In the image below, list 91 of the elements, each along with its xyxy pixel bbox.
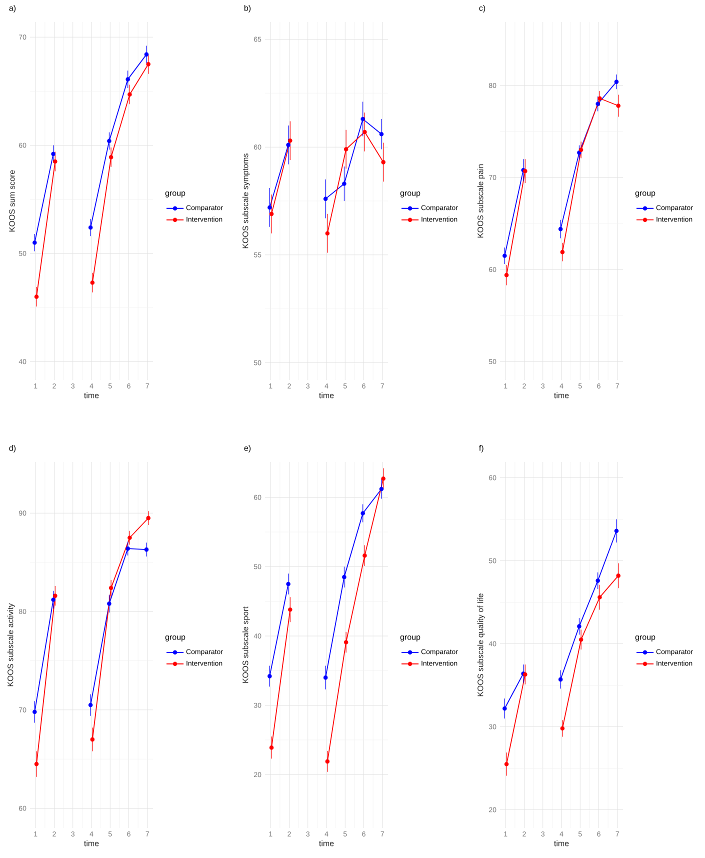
point <box>504 762 509 766</box>
legend-title: group <box>165 192 186 198</box>
point <box>126 546 130 551</box>
point <box>34 294 39 299</box>
point <box>342 574 346 580</box>
point <box>325 759 330 764</box>
point <box>379 132 384 136</box>
point <box>616 104 620 108</box>
point <box>379 486 384 492</box>
point <box>362 130 367 134</box>
point <box>323 675 328 680</box>
point <box>344 147 348 152</box>
point <box>107 602 112 606</box>
chart-title: d) <box>9 445 16 452</box>
point <box>32 240 37 245</box>
point <box>578 148 584 152</box>
point <box>598 595 602 600</box>
point <box>288 607 292 612</box>
y-axis-title: KOOS subscale symptoms <box>242 153 250 248</box>
x-axis-title: time <box>554 840 569 846</box>
chart-title: c) <box>479 4 486 12</box>
legend-title: group <box>400 636 420 642</box>
point <box>344 640 348 644</box>
point <box>381 476 386 481</box>
point <box>53 159 58 164</box>
point <box>146 516 150 520</box>
point <box>268 205 272 210</box>
point <box>598 96 602 101</box>
point <box>325 231 330 236</box>
point <box>126 77 130 82</box>
point <box>144 547 149 552</box>
x-axis-title: time <box>554 392 569 398</box>
point <box>558 677 563 682</box>
point <box>269 745 274 750</box>
legend-title: group <box>165 636 186 642</box>
point <box>107 138 112 144</box>
point <box>323 196 328 201</box>
x-axis-title: time <box>84 840 99 846</box>
point <box>53 594 58 598</box>
point <box>90 737 95 742</box>
point <box>88 225 93 230</box>
point <box>286 142 290 148</box>
point <box>578 637 584 642</box>
point <box>90 280 95 285</box>
point <box>381 160 386 164</box>
point <box>558 226 563 232</box>
point <box>34 762 39 766</box>
chart-title: f) <box>479 445 484 452</box>
y-axis-title: KOOS sum score <box>9 170 15 232</box>
point <box>108 155 114 160</box>
x-axis-title: time <box>319 840 334 846</box>
point <box>502 254 507 258</box>
point <box>560 726 565 731</box>
point <box>616 574 620 578</box>
point <box>146 62 150 66</box>
legend-title: group <box>635 192 656 198</box>
point <box>144 52 149 57</box>
point <box>269 212 274 216</box>
point <box>288 138 292 143</box>
point <box>128 92 132 97</box>
point <box>342 182 346 186</box>
point <box>362 553 367 558</box>
point <box>128 536 132 540</box>
y-axis-title: KOOS subscale activity <box>7 603 15 686</box>
legend-title: group <box>635 636 656 642</box>
point <box>51 598 56 602</box>
y-axis-title: KOOS subscale pain <box>477 164 485 238</box>
point <box>360 511 365 516</box>
point <box>596 102 600 106</box>
point <box>504 272 509 278</box>
point <box>614 80 619 84</box>
point <box>51 152 56 156</box>
point <box>502 706 507 711</box>
point <box>560 250 565 254</box>
point <box>32 710 37 714</box>
point <box>577 624 582 628</box>
chart-title: b) <box>244 5 251 12</box>
point <box>360 116 365 122</box>
point <box>614 528 619 534</box>
point <box>286 582 290 586</box>
chart-title: a) <box>9 4 16 12</box>
legend-title: group <box>400 192 420 198</box>
chart-title: e) <box>244 445 251 452</box>
y-axis-title: KOOS subscale quality of life <box>477 594 485 696</box>
x-axis-title: time <box>319 392 334 398</box>
point <box>268 674 272 678</box>
point <box>596 578 600 583</box>
point <box>108 586 114 590</box>
x-axis-title: time <box>84 392 99 398</box>
point <box>88 702 93 708</box>
y-axis-title: KOOS subscale sport <box>242 606 250 683</box>
